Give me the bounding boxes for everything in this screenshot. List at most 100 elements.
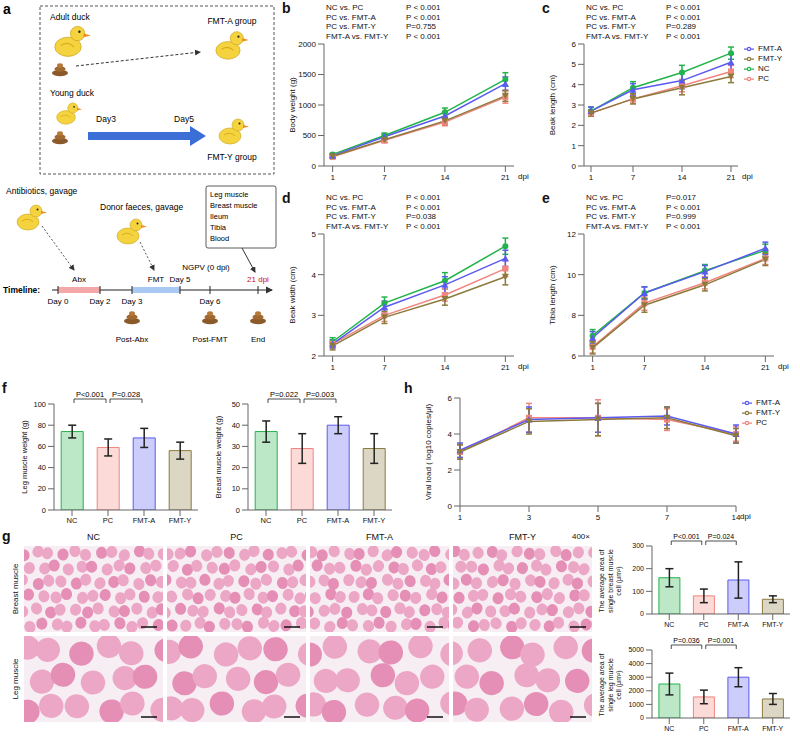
svg-text:NC: NC xyxy=(664,621,674,628)
svg-text:100: 100 xyxy=(33,400,46,409)
svg-text:8: 8 xyxy=(572,311,577,320)
svg-text:5000: 5000 xyxy=(628,646,644,653)
svg-text:FMT-A: FMT-A xyxy=(327,516,350,525)
svg-text:Tibia: Tibia xyxy=(210,223,227,232)
svg-text:dpi: dpi xyxy=(518,172,529,181)
svg-text:Abx: Abx xyxy=(72,275,86,284)
svg-text:FMT-Y: FMT-Y xyxy=(762,725,783,732)
svg-text:1: 1 xyxy=(458,513,463,522)
svg-text:21 dpi: 21 dpi xyxy=(247,275,269,284)
svg-text:200: 200 xyxy=(632,565,644,572)
svg-text:P=0.028: P=0.028 xyxy=(112,390,140,399)
svg-text:30: 30 xyxy=(232,442,240,451)
svg-text:2: 2 xyxy=(312,352,317,361)
svg-text:NC: NC xyxy=(664,725,674,732)
svg-text:P=0.022: P=0.022 xyxy=(270,390,298,399)
svg-text:Adult duck: Adult duck xyxy=(50,12,90,22)
svg-text:a: a xyxy=(3,1,11,17)
svg-text:7: 7 xyxy=(382,363,387,372)
svg-text:14: 14 xyxy=(700,363,709,372)
svg-text:Post-FMT: Post-FMT xyxy=(192,335,227,344)
svg-text:P=0.036: P=0.036 xyxy=(673,637,699,644)
svg-text:PC: PC xyxy=(297,516,308,525)
svg-text:Day 2: Day 2 xyxy=(90,297,111,306)
svg-text:Day 6: Day 6 xyxy=(200,297,221,306)
svg-text:Day 3: Day 3 xyxy=(122,297,143,306)
svg-text:21: 21 xyxy=(761,363,770,372)
svg-text:0: 0 xyxy=(640,714,644,721)
svg-text:20: 20 xyxy=(38,484,46,493)
svg-text:FMT-Y group: FMT-Y group xyxy=(207,152,257,162)
svg-text:Body weight (g): Body weight (g) xyxy=(288,77,297,133)
svg-text:Young duck: Young duck xyxy=(50,88,95,98)
svg-text:80: 80 xyxy=(38,421,46,430)
svg-text:FMT-A: FMT-A xyxy=(133,516,156,525)
svg-text:3: 3 xyxy=(312,311,317,320)
svg-text:Tibia length (cm): Tibia length (cm) xyxy=(548,265,557,325)
svg-text:P=0.024: P=0.024 xyxy=(708,533,734,540)
svg-text:4: 4 xyxy=(572,81,577,90)
svg-text:20: 20 xyxy=(232,463,240,472)
svg-text:0: 0 xyxy=(448,502,453,511)
svg-text:1: 1 xyxy=(589,173,594,182)
svg-text:10: 10 xyxy=(567,271,576,280)
svg-text:NC: NC xyxy=(261,516,272,525)
svg-text:5: 5 xyxy=(312,230,317,239)
svg-text:Breast muscle: Breast muscle xyxy=(11,563,20,614)
svg-text:4: 4 xyxy=(448,430,453,439)
svg-text:100: 100 xyxy=(632,588,644,595)
svg-text:Beak length (cm): Beak length (cm) xyxy=(548,74,557,135)
svg-text:dpi: dpi xyxy=(518,362,529,371)
svg-text:1000: 1000 xyxy=(298,101,316,110)
svg-text:40: 40 xyxy=(232,421,240,430)
svg-text:Blood: Blood xyxy=(210,234,229,243)
svg-text:Breast muscle weight (g): Breast muscle weight (g) xyxy=(214,415,223,498)
svg-text:14: 14 xyxy=(440,363,449,372)
svg-text:NC: NC xyxy=(67,516,78,525)
svg-text:40: 40 xyxy=(38,463,46,472)
svg-text:Antibiotics, gavage: Antibiotics, gavage xyxy=(6,186,78,196)
svg-text:1: 1 xyxy=(590,363,595,372)
svg-text:60: 60 xyxy=(38,442,46,451)
svg-text:Beak width (cm): Beak width (cm) xyxy=(288,266,297,324)
svg-text:Day 5: Day 5 xyxy=(170,275,191,284)
svg-text:1500: 1500 xyxy=(298,70,316,79)
svg-text:6: 6 xyxy=(448,394,453,403)
svg-text:FMT-Y: FMT-Y xyxy=(762,621,783,628)
svg-text:21: 21 xyxy=(727,173,736,182)
svg-text:cell (μm²): cell (μm²) xyxy=(615,566,623,595)
svg-text:P=0.003: P=0.003 xyxy=(306,390,334,399)
svg-text:1: 1 xyxy=(572,142,577,151)
svg-text:14: 14 xyxy=(678,173,687,182)
svg-text:dpi: dpi xyxy=(740,512,751,521)
svg-text:7: 7 xyxy=(631,173,636,182)
svg-text:4: 4 xyxy=(312,271,317,280)
svg-text:1000: 1000 xyxy=(628,701,644,708)
svg-text:7: 7 xyxy=(642,363,647,372)
svg-text:Leg muscle weight (g): Leg muscle weight (g) xyxy=(20,420,29,494)
svg-text:dpi: dpi xyxy=(742,172,753,181)
svg-text:NGPV (0 dpi): NGPV (0 dpi) xyxy=(182,263,230,272)
svg-text:FMT-Y: FMT-Y xyxy=(169,516,192,525)
svg-text:300: 300 xyxy=(632,542,644,549)
svg-text:P<0.001: P<0.001 xyxy=(76,390,104,399)
svg-text:7: 7 xyxy=(382,173,387,182)
svg-text:7: 7 xyxy=(665,513,670,522)
svg-text:3000: 3000 xyxy=(628,674,644,681)
svg-text:Leg muscle: Leg muscle xyxy=(210,190,248,199)
svg-text:PC: PC xyxy=(699,725,709,732)
svg-text:3: 3 xyxy=(527,513,532,522)
svg-text:End: End xyxy=(251,335,265,344)
svg-text:Ileum: Ileum xyxy=(210,212,228,221)
svg-text:FMT-A group: FMT-A group xyxy=(207,16,256,26)
svg-text:3: 3 xyxy=(572,101,577,110)
svg-text:Viral load ( log10 copies/μl): Viral load ( log10 copies/μl) xyxy=(424,403,433,500)
svg-text:Day5: Day5 xyxy=(174,114,194,124)
svg-text:2: 2 xyxy=(448,466,453,475)
svg-text:FMT-A: FMT-A xyxy=(728,725,749,732)
svg-text:6: 6 xyxy=(572,352,577,361)
svg-text:2000: 2000 xyxy=(628,687,644,694)
svg-text:5: 5 xyxy=(572,60,577,69)
svg-text:single leg muscle: single leg muscle xyxy=(607,658,615,712)
svg-text:Donor faeces, gavage: Donor faeces, gavage xyxy=(100,202,183,212)
